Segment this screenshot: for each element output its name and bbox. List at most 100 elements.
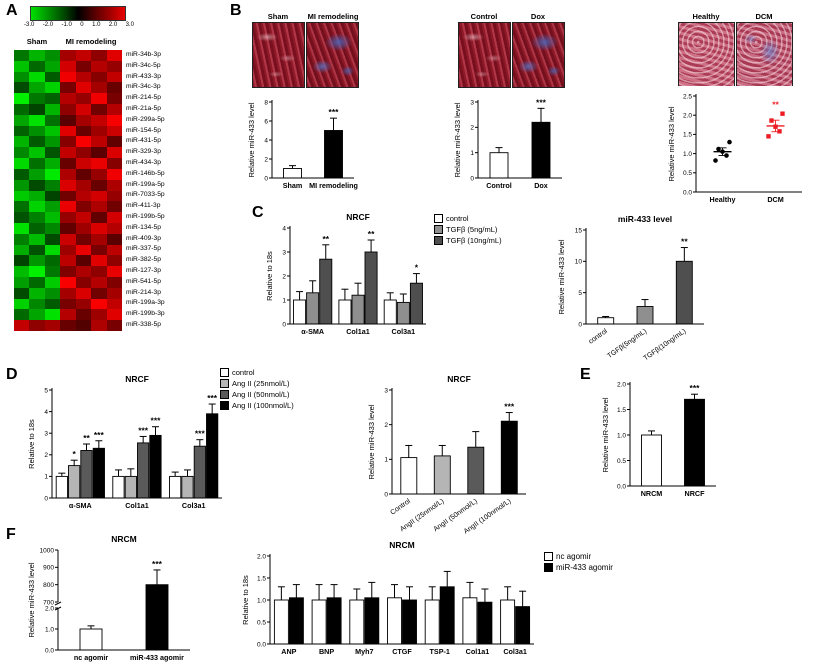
bar (324, 130, 343, 179)
heatmap-row-label: miR-329-3p (126, 148, 161, 156)
heatmap-cell (60, 320, 76, 331)
heatmap-cell (106, 147, 122, 159)
bar (55, 475, 68, 499)
heatmap-cell (106, 201, 122, 213)
bar (326, 597, 342, 645)
scatter-point (769, 118, 774, 123)
y-axis-label: Relative miR-433 level (667, 106, 676, 181)
significance-stars: *** (207, 393, 218, 403)
y-tick-label: 0.0 (45, 647, 54, 654)
bar (383, 299, 397, 325)
y-axis-label: Relative miR-433 level (453, 102, 462, 177)
heatmap-cell (14, 82, 30, 94)
colorbar-tick-label: 2.0 (108, 22, 118, 28)
legend-agomir: nc agomir miR-433 agomir (544, 552, 613, 574)
heatmap-row-label: miR-127-3p (126, 266, 161, 274)
heatmap-cell (106, 179, 122, 191)
x-tick-label: BNP (319, 647, 334, 656)
y-tick-label: 0 (578, 321, 582, 328)
heatmap-cell (14, 179, 30, 191)
bar (439, 586, 455, 645)
bar (351, 294, 365, 325)
histology-label-sham: Sham (267, 12, 289, 21)
bar (477, 601, 493, 645)
x-tick-label: miR-433 agomir (130, 653, 184, 662)
heatmap-cell (44, 244, 61, 256)
y-tick-label: 10 (575, 259, 583, 266)
heatmap-cell (91, 125, 107, 137)
bar (467, 446, 485, 495)
heatmap-cell (60, 147, 76, 159)
legend-item: Ang II (25nmol/L) (220, 379, 294, 388)
heatmap-cell (91, 212, 107, 223)
bar (387, 597, 402, 645)
y-axis-label: Relative to 18s (241, 575, 250, 625)
heatmap-cell (106, 125, 122, 137)
heatmap-cell (14, 266, 30, 277)
legend-label: Ang II (100nmol/L) (232, 401, 294, 410)
heatmap-cell (60, 114, 76, 126)
bar (288, 597, 304, 645)
x-tick-label: Col1a1 (346, 327, 370, 336)
x-tick-label: Col1a1 (466, 647, 490, 656)
heatmap-cell (106, 212, 122, 223)
x-tick-label: α-SMA (69, 501, 92, 510)
heatmap-cell (75, 125, 92, 137)
bar (112, 475, 125, 499)
bar (531, 121, 551, 179)
heatmap-cell (14, 158, 30, 169)
heatmap-cell (44, 136, 61, 148)
heatmap-cell (60, 201, 76, 213)
heatmap-cell (60, 125, 76, 137)
heatmap-cell (106, 244, 122, 256)
heatmap-cell (44, 125, 61, 137)
heatmap-cell (14, 104, 30, 115)
scatter-point (720, 149, 725, 154)
bar (402, 599, 417, 645)
heatmap-cell (29, 93, 45, 105)
heatmap-cell (29, 60, 45, 72)
heatmap-cell (60, 168, 76, 180)
heatmap-cell (91, 287, 107, 299)
heatmap-row-label: miR-299a-5p (126, 115, 165, 123)
histology-image-healthy (678, 22, 735, 88)
heatmap-cell (29, 266, 45, 277)
chart-nrcf-angii-genes: * ** *** α-SMA *** *** Col1a1 *** *** Col3a1 0 1 2 3 4… (26, 372, 226, 514)
heatmap-cell (106, 276, 122, 288)
heatmap-row-label: miR-21a-5p (126, 104, 161, 112)
heatmap-cell (14, 136, 30, 148)
x-tick-label: Col3a1 (503, 647, 527, 656)
chart-mir433-tgfb: control TGFβ(5ng/mL) ** TGFβ(10ng/mL) 0 5 10 15… (556, 212, 708, 370)
y-tick-label: 5 (578, 290, 582, 297)
heatmap-cell (44, 147, 61, 159)
chart-title: NRCM (111, 534, 137, 544)
heatmap-cell (29, 147, 45, 159)
heatmap-cell (106, 287, 122, 299)
heatmap-cell (91, 266, 107, 277)
significance-stars: ** (681, 237, 688, 247)
legend-label: TGFβ (5ng/mL) (446, 225, 498, 234)
heatmap-row-label: miR-146b-5p (126, 169, 165, 177)
bar (684, 398, 705, 487)
heatmap-cell (91, 114, 107, 126)
heatmap-cell (44, 114, 61, 126)
heatmap-cell (75, 136, 92, 148)
legend-label: nc agomir (556, 552, 592, 561)
y-tick-label: 1 (384, 457, 388, 464)
heatmap-cell (60, 158, 76, 169)
legend-swatch (544, 563, 553, 572)
x-tick-label: Col3a1 (182, 501, 206, 510)
bar (283, 168, 302, 179)
chart-nrcf-tgfb-genes: ** α-SMA ** Col1a1 * Col3a1 0 1 2 3 4 NRCF Relative … (264, 210, 430, 340)
heatmap-cell (106, 104, 122, 115)
heatmap-cell (75, 212, 92, 223)
heatmap-cell (91, 320, 107, 331)
heatmap-cell (60, 255, 76, 267)
bar (319, 258, 333, 325)
y-tick-label: 5 (44, 387, 48, 394)
significance-stars: *** (536, 97, 547, 107)
bar (273, 599, 289, 645)
heatmap-row-label: miR-338-5p (126, 320, 161, 328)
bar (500, 599, 516, 645)
